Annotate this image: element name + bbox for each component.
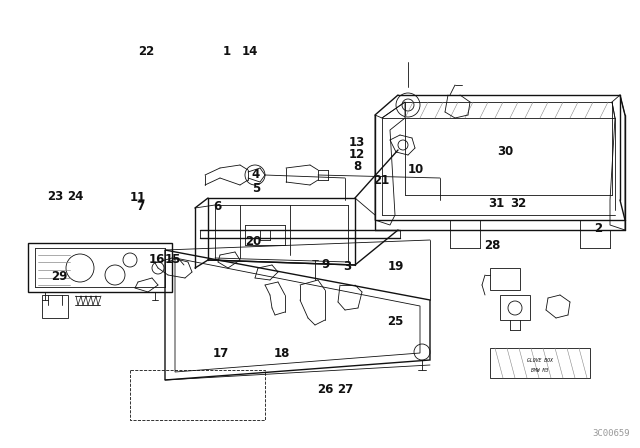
- Text: 19: 19: [387, 260, 404, 273]
- Text: 5: 5: [252, 181, 260, 195]
- Text: 8: 8: [353, 160, 361, 173]
- Text: 11: 11: [129, 190, 146, 204]
- Text: 1: 1: [223, 45, 231, 58]
- Text: 13: 13: [349, 136, 365, 149]
- Text: 29: 29: [51, 270, 68, 284]
- Text: 31: 31: [488, 197, 504, 211]
- Text: 9: 9: [321, 258, 329, 271]
- Text: 30: 30: [497, 145, 514, 158]
- Text: 2: 2: [595, 222, 602, 235]
- Text: 32: 32: [510, 197, 527, 211]
- Text: 16: 16: [148, 253, 165, 267]
- Text: 21: 21: [373, 174, 390, 187]
- Text: 3C00659: 3C00659: [593, 429, 630, 438]
- Text: 12: 12: [349, 148, 365, 161]
- Text: 18: 18: [273, 347, 290, 361]
- Text: 14: 14: [241, 45, 258, 58]
- Text: 28: 28: [484, 239, 501, 252]
- Text: 27: 27: [337, 383, 354, 396]
- Text: GLOVE BOX: GLOVE BOX: [527, 358, 553, 362]
- Text: 6: 6: [214, 199, 221, 213]
- Text: 3: 3: [344, 260, 351, 273]
- Text: 15: 15: [164, 253, 181, 267]
- Text: 24: 24: [67, 190, 84, 203]
- Text: 4: 4: [252, 168, 260, 181]
- Text: 25: 25: [387, 315, 404, 328]
- Text: 10: 10: [408, 163, 424, 176]
- Text: 20: 20: [244, 234, 261, 248]
- Text: BMW M3: BMW M3: [531, 367, 548, 372]
- Text: 26: 26: [317, 383, 333, 396]
- Text: 23: 23: [47, 190, 63, 203]
- Text: 7: 7: [137, 199, 145, 213]
- Text: 17: 17: [212, 347, 229, 361]
- Text: 22: 22: [138, 45, 154, 58]
